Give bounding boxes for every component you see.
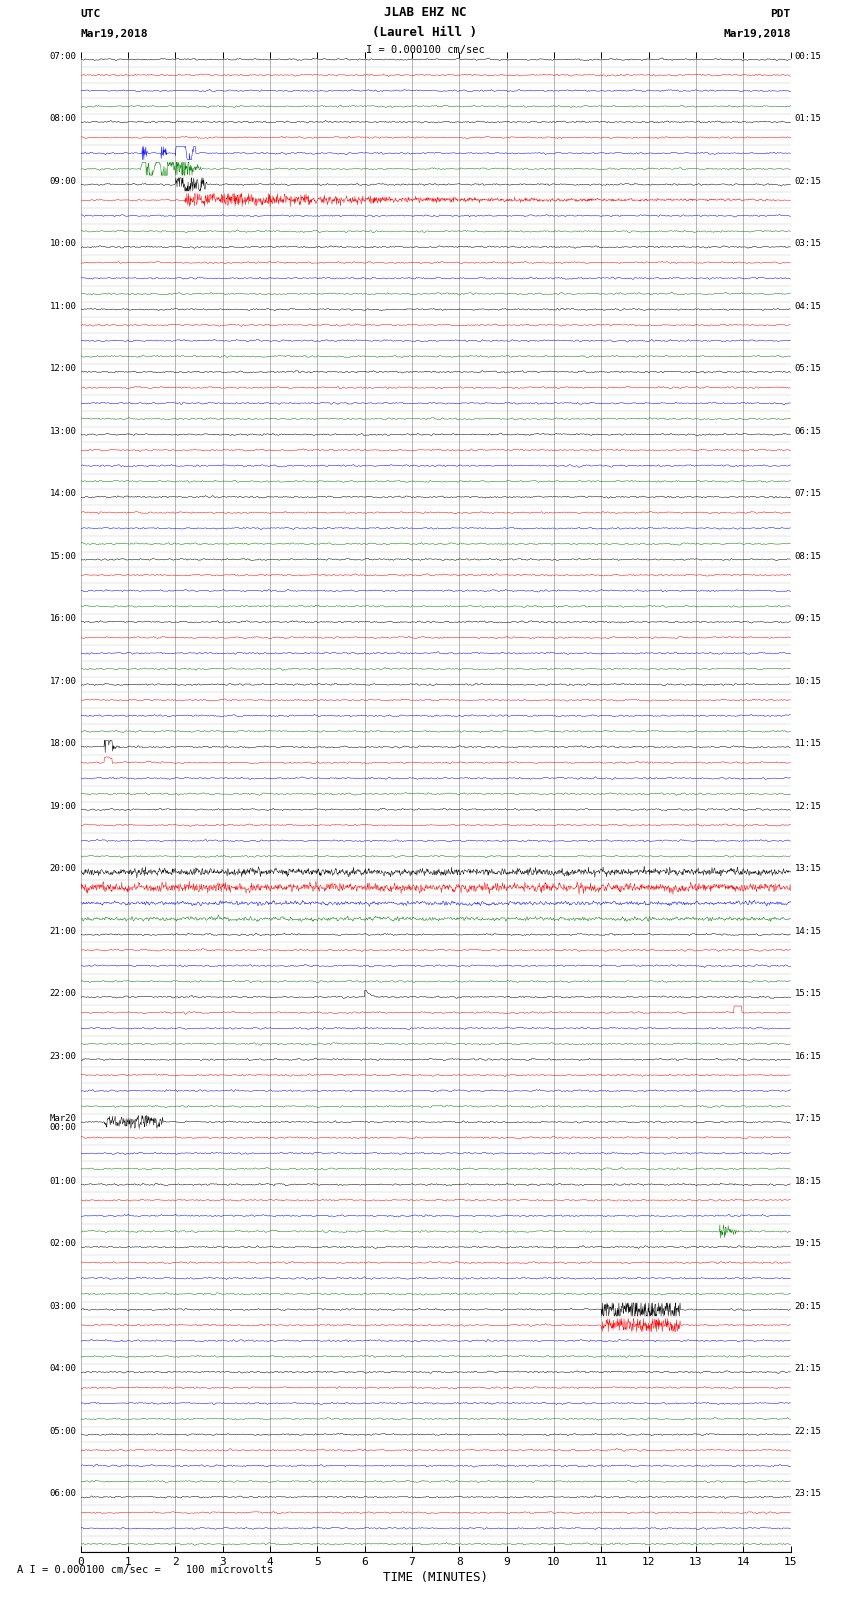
Text: 17:00: 17:00 [49,676,76,686]
Text: 11:00: 11:00 [49,302,76,311]
Text: 10:15: 10:15 [795,676,822,686]
Text: 13:15: 13:15 [795,865,822,873]
Text: 21:15: 21:15 [795,1365,822,1373]
Text: 15:00: 15:00 [49,552,76,561]
Text: 04:00: 04:00 [49,1365,76,1373]
Text: PDT: PDT [770,10,790,19]
Text: 10:00: 10:00 [49,239,76,248]
Text: 06:00: 06:00 [49,1489,76,1498]
Text: 04:15: 04:15 [795,302,822,311]
Text: 12:15: 12:15 [795,802,822,811]
Text: 16:00: 16:00 [49,615,76,623]
Text: 16:15: 16:15 [795,1052,822,1061]
Text: 07:15: 07:15 [795,489,822,498]
Text: 18:15: 18:15 [795,1177,822,1186]
Text: 22:00: 22:00 [49,989,76,998]
Text: 20:15: 20:15 [795,1302,822,1311]
Text: 18:00: 18:00 [49,739,76,748]
Text: 00:15: 00:15 [795,52,822,61]
Text: UTC: UTC [81,10,101,19]
Text: 23:00: 23:00 [49,1052,76,1061]
Text: A I = 0.000100 cm/sec =    100 microvolts: A I = 0.000100 cm/sec = 100 microvolts [17,1565,273,1574]
Text: 21:00: 21:00 [49,926,76,936]
Text: 19:00: 19:00 [49,802,76,811]
Text: 02:00: 02:00 [49,1239,76,1248]
X-axis label: TIME (MINUTES): TIME (MINUTES) [383,1571,488,1584]
Text: 07:00: 07:00 [49,52,76,61]
Text: 06:15: 06:15 [795,427,822,436]
Text: 09:00: 09:00 [49,177,76,185]
Text: 01:00: 01:00 [49,1177,76,1186]
Text: Mar19,2018: Mar19,2018 [81,29,148,39]
Text: 20:00: 20:00 [49,865,76,873]
Text: 13:00: 13:00 [49,427,76,436]
Text: 03:15: 03:15 [795,239,822,248]
Text: 22:15: 22:15 [795,1428,822,1436]
Text: 09:15: 09:15 [795,615,822,623]
Text: JLAB EHZ NC: JLAB EHZ NC [383,6,467,19]
Text: Mar20
00:00: Mar20 00:00 [49,1115,76,1132]
Text: 03:00: 03:00 [49,1302,76,1311]
Text: 01:15: 01:15 [795,115,822,123]
Text: 15:15: 15:15 [795,989,822,998]
Text: (Laurel Hill ): (Laurel Hill ) [372,26,478,39]
Text: 08:15: 08:15 [795,552,822,561]
Text: 08:00: 08:00 [49,115,76,123]
Text: 14:00: 14:00 [49,489,76,498]
Text: 02:15: 02:15 [795,177,822,185]
Text: 14:15: 14:15 [795,926,822,936]
Text: 05:00: 05:00 [49,1428,76,1436]
Text: 19:15: 19:15 [795,1239,822,1248]
Text: Mar19,2018: Mar19,2018 [723,29,791,39]
Text: 11:15: 11:15 [795,739,822,748]
Text: 17:15: 17:15 [795,1115,822,1123]
Text: 12:00: 12:00 [49,365,76,373]
Text: 05:15: 05:15 [795,365,822,373]
Text: I = 0.000100 cm/sec: I = 0.000100 cm/sec [366,45,484,55]
Text: 23:15: 23:15 [795,1489,822,1498]
